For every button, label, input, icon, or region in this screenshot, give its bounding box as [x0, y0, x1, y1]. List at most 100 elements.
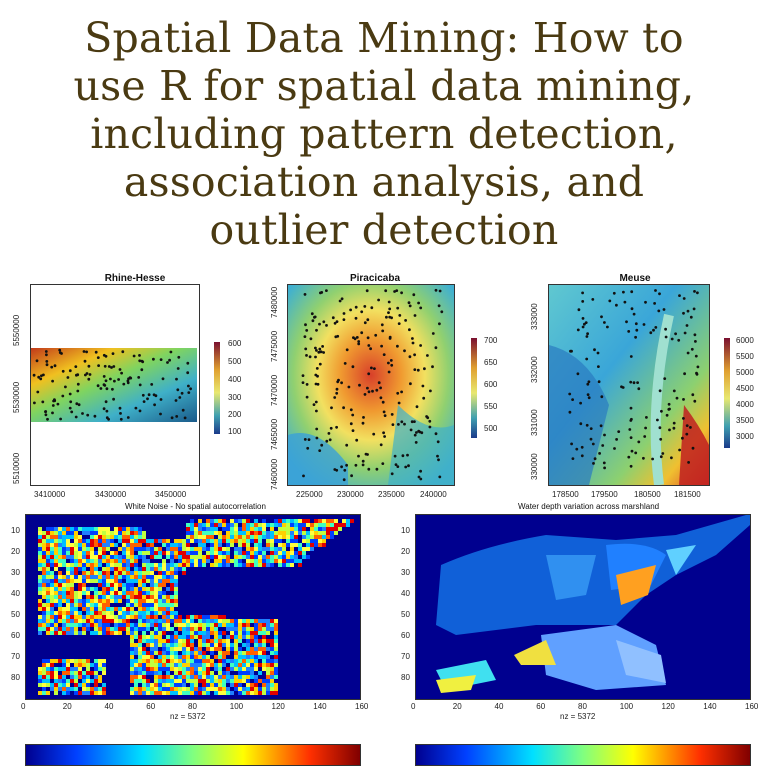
x-tick-label: 160 [745, 702, 759, 711]
noise-cell [318, 539, 322, 543]
noise-cell [270, 551, 274, 555]
noise-cell [142, 643, 146, 647]
sample-point [413, 433, 417, 437]
noise-cell [66, 599, 70, 603]
noise-cell [38, 683, 42, 687]
sample-point [314, 346, 317, 350]
noise-cell [202, 551, 206, 555]
noise-cell [106, 587, 110, 591]
sample-point [591, 298, 595, 301]
sample-point [373, 367, 376, 370]
noise-cell [142, 527, 146, 531]
sample-point [685, 432, 689, 436]
noise-cell [214, 543, 218, 547]
noise-cell [130, 583, 134, 587]
noise-cell [122, 531, 126, 535]
sample-point [186, 371, 190, 375]
noise-cell [130, 671, 134, 675]
noise-cell [194, 527, 198, 531]
noise-cell [186, 559, 190, 563]
noise-cell [66, 687, 70, 691]
noise-cell [70, 603, 74, 607]
noise-cell [270, 527, 274, 531]
noise-cell [226, 655, 230, 659]
noise-cell [78, 539, 82, 543]
noise-cell [174, 627, 178, 631]
sample-point [61, 394, 65, 398]
noise-cell [70, 607, 74, 611]
noise-cell [266, 559, 270, 563]
noise-cell [134, 535, 138, 539]
noise-cell [142, 639, 146, 643]
noise-cell [170, 687, 174, 691]
sample-point [311, 319, 315, 323]
noise-cell [222, 647, 226, 651]
noise-cell [90, 659, 94, 663]
noise-cell [206, 639, 210, 643]
sample-point [322, 351, 325, 354]
noise-cell [94, 599, 98, 603]
noise-cell [82, 567, 86, 571]
x-tick-label: 20 [62, 702, 72, 711]
noise-cell [114, 543, 118, 547]
noise-cell [86, 547, 90, 551]
sample-point [396, 465, 400, 468]
noise-cell [130, 631, 134, 635]
noise-cell [146, 539, 150, 543]
noise-cell [234, 635, 238, 639]
noise-cell [166, 679, 170, 683]
sample-point [382, 410, 386, 414]
noise-cell [206, 623, 210, 627]
noise-cell [222, 527, 226, 531]
noise-cell [294, 527, 298, 531]
noise-cell [50, 559, 54, 563]
noise-cell [186, 523, 190, 527]
noise-cell [322, 527, 326, 531]
noise-cell [246, 627, 250, 631]
noise-cell [270, 651, 274, 655]
noise-cell [274, 535, 278, 539]
noise-cell [38, 539, 42, 543]
sample-point [390, 472, 394, 476]
noise-cell [54, 675, 58, 679]
noise-cell [154, 595, 158, 599]
noise-cell [62, 675, 66, 679]
noise-cell [78, 579, 82, 583]
noise-cell [206, 647, 210, 651]
noise-cell [122, 591, 126, 595]
noise-cell [142, 595, 146, 599]
noise-cell [66, 683, 70, 687]
noise-cell [86, 587, 90, 591]
noise-cell [210, 615, 214, 619]
noise-cell [106, 619, 110, 623]
noise-cell [266, 619, 270, 623]
noise-cell [322, 535, 326, 539]
noise-cell [218, 619, 222, 623]
noise-cell [270, 647, 274, 651]
noise-cell [234, 687, 238, 691]
noise-cell [158, 591, 162, 595]
noise-cell [86, 535, 90, 539]
noise-cell [94, 627, 98, 631]
noise-cell [118, 531, 122, 535]
noise-cell [262, 635, 266, 639]
noise-cell [70, 531, 74, 535]
noise-cell [146, 559, 150, 563]
noise-cell [162, 539, 166, 543]
sample-point [660, 409, 663, 413]
noise-cell [258, 523, 262, 527]
noise-cell [58, 599, 62, 603]
noise-cell [134, 639, 138, 643]
noise-cell [230, 679, 234, 683]
noise-cell [218, 679, 222, 683]
me-ytick-1: 333000 [530, 303, 539, 330]
noise-cell [198, 675, 202, 679]
noise-cell [82, 603, 86, 607]
noise-cell [286, 535, 290, 539]
noise-cell [158, 555, 162, 559]
noise-cell [334, 531, 338, 535]
noise-cell [114, 611, 118, 615]
noise-cell [54, 551, 58, 555]
noise-cell [282, 563, 286, 567]
sample-point [634, 322, 638, 326]
